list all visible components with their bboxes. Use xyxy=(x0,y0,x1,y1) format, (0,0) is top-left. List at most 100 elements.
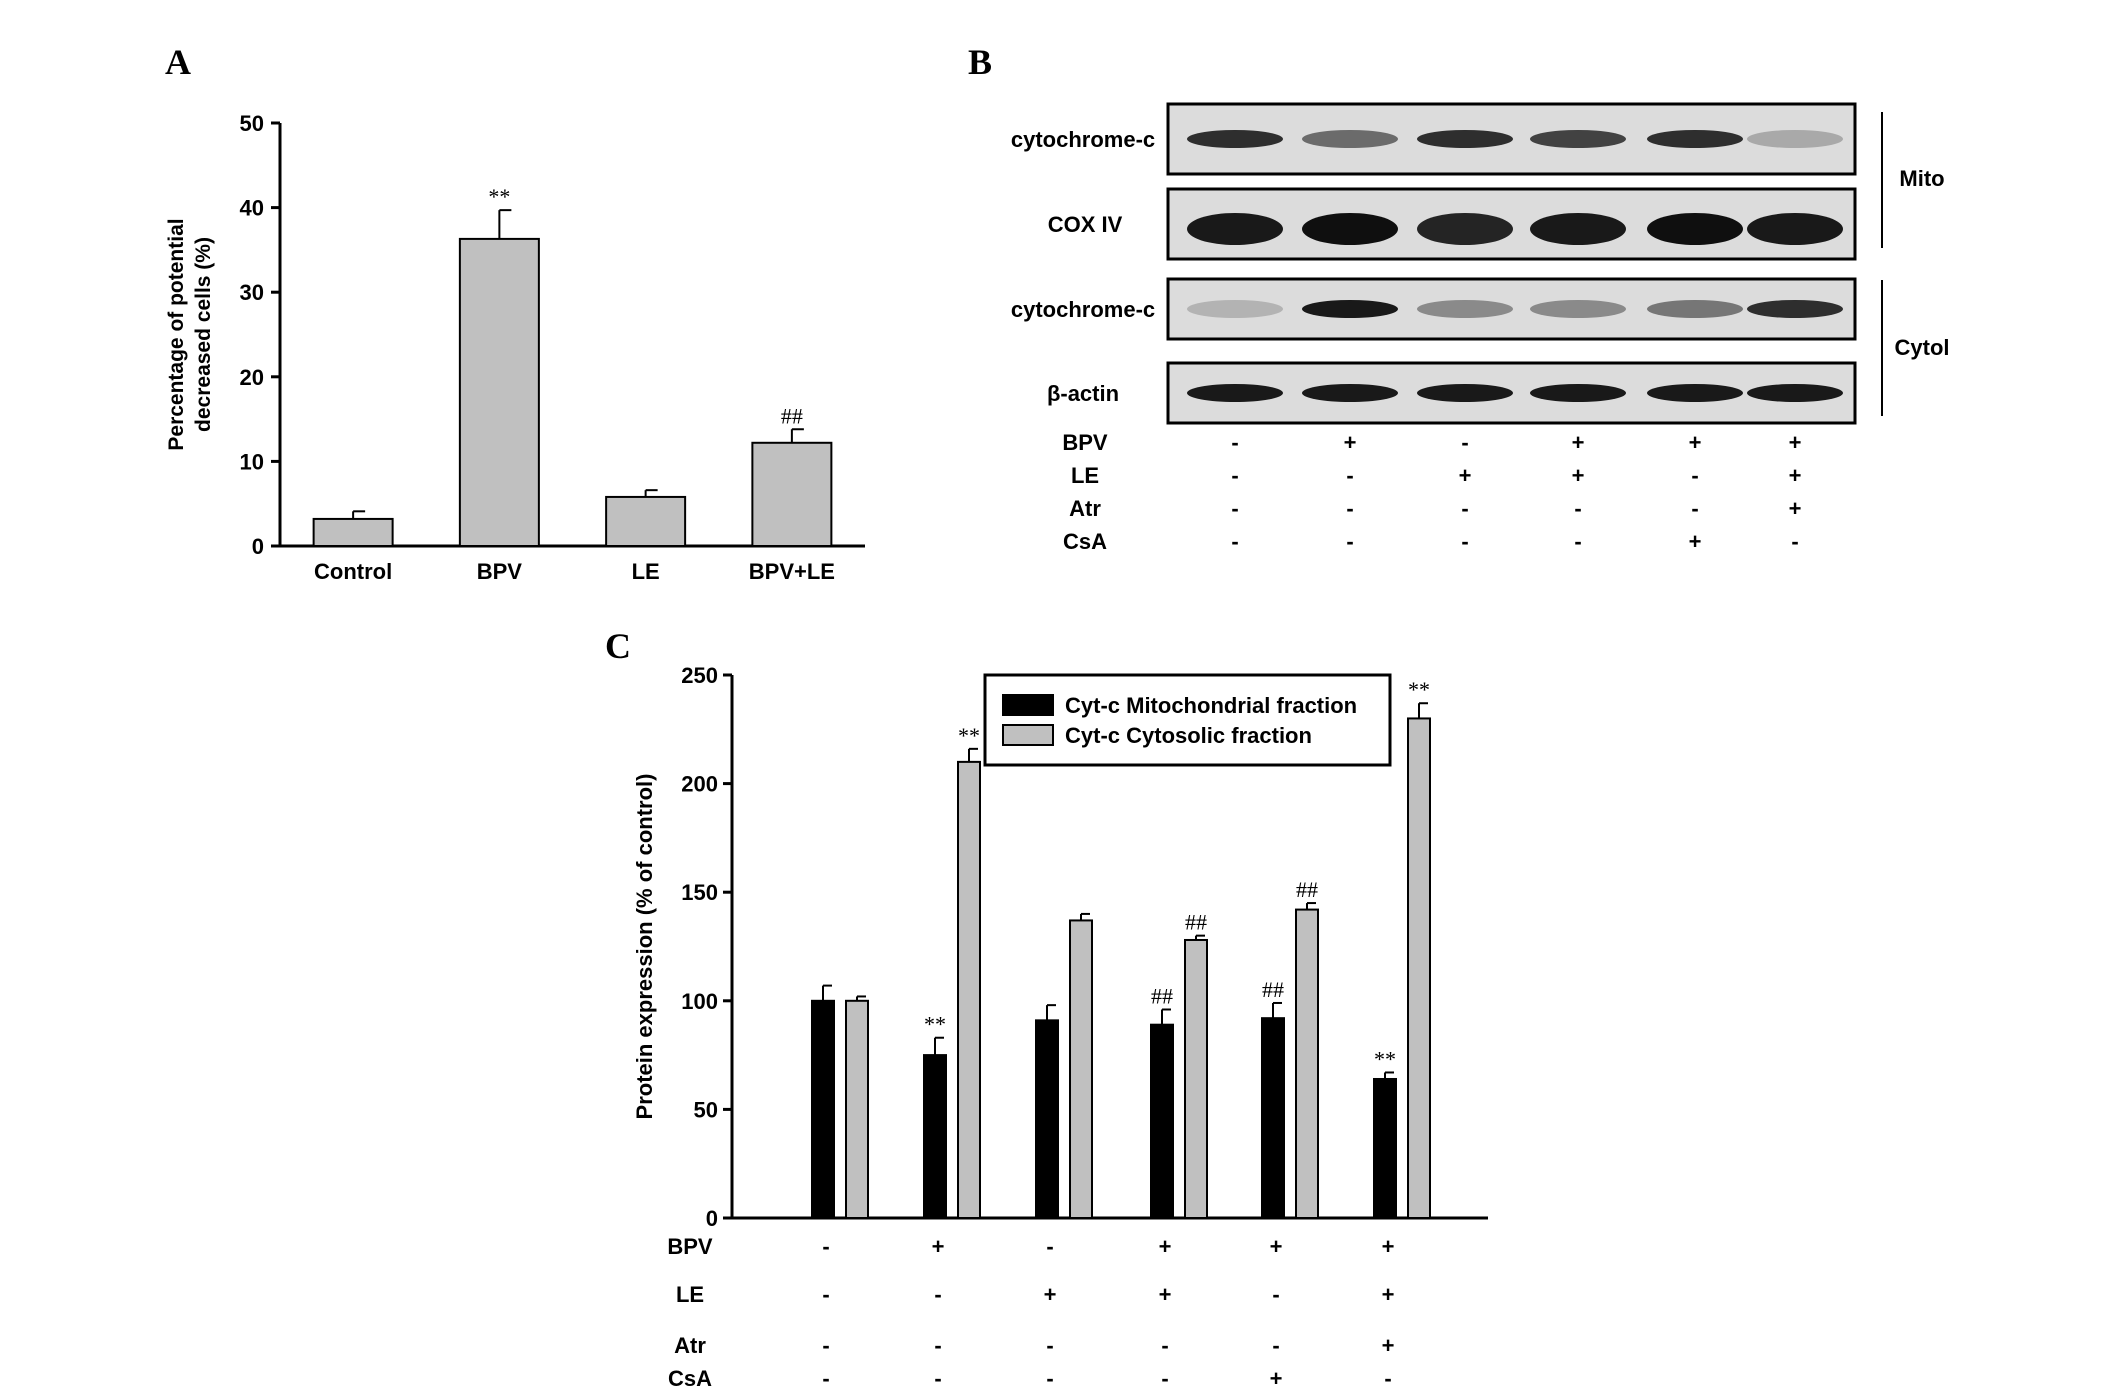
legend-box xyxy=(983,673,1392,767)
blot-band xyxy=(1417,130,1513,148)
treatment-sign-c: - xyxy=(934,1282,941,1307)
treatment-sign-c: + xyxy=(1270,1366,1283,1391)
treatment-sign-b: - xyxy=(1346,529,1353,554)
treatment-sign-b: - xyxy=(1574,529,1581,554)
treatment-sign-b: - xyxy=(1691,496,1698,521)
treatment-label-c: CsA xyxy=(668,1366,712,1391)
legend-swatch xyxy=(1002,694,1054,716)
treatment-sign-c: - xyxy=(1384,1366,1391,1391)
y-axis-label-line: decreased cells (%) xyxy=(192,237,215,432)
treatment-sign-b: + xyxy=(1572,463,1585,488)
treatment-label-b: BPV xyxy=(1062,430,1108,455)
legend-swatch xyxy=(1002,724,1054,746)
treatment-label-c: BPV xyxy=(667,1234,713,1259)
treatment-sign-c: + xyxy=(1159,1234,1172,1259)
chart-c: 0 50 100 150 200 250 Protein expression (% of … xyxy=(632,663,1488,1391)
y-tick-label-c: 50 xyxy=(694,1097,718,1122)
treatment-sign-c: - xyxy=(1272,1282,1279,1307)
significance-mark-a: ## xyxy=(781,403,803,428)
legend-label: Cyt-c Cytosolic fraction xyxy=(1065,723,1312,748)
treatment-sign-c: + xyxy=(1159,1282,1172,1307)
blot-band xyxy=(1187,213,1283,245)
blot-band xyxy=(1187,384,1283,402)
treatment-sign-b: + xyxy=(1789,496,1802,521)
treatment-sign-b: - xyxy=(1346,463,1353,488)
blot-band xyxy=(1302,130,1398,148)
blot-band xyxy=(1417,300,1513,318)
significance-mark-c: ## xyxy=(1185,910,1207,935)
treatment-sign-b: - xyxy=(1461,529,1468,554)
y-tick-label-c: 150 xyxy=(681,880,718,905)
panel-label-b: B xyxy=(968,42,992,82)
treatment-sign-b: + xyxy=(1689,529,1702,554)
blot-band xyxy=(1302,384,1398,402)
bar-cytosolic xyxy=(1069,919,1093,1219)
treatment-sign-c: - xyxy=(1046,1366,1053,1391)
y-tick-label-c: 200 xyxy=(681,772,718,797)
treatment-sign-c: - xyxy=(1272,1333,1279,1358)
western-blot-b: cytochrome-c COX IV cytochrome-c β-actin Mit… xyxy=(1011,102,1950,554)
y-tick-label-a: 30 xyxy=(240,280,264,305)
treatment-sign-c: - xyxy=(934,1333,941,1358)
bar-a xyxy=(751,441,833,547)
panel-label-c: C xyxy=(605,626,631,666)
x-tick-label-a: Control xyxy=(314,559,392,584)
significance-mark-c: ## xyxy=(1262,977,1284,1002)
blot-row-label: cytochrome-c xyxy=(1011,297,1155,322)
significance-mark-c: ** xyxy=(958,723,980,748)
treatment-sign-b: - xyxy=(1346,496,1353,521)
blot-band xyxy=(1417,213,1513,245)
y-axis-label-a: Percentage of potential decreased cells (… xyxy=(165,218,215,450)
bar-a xyxy=(605,495,687,548)
treatment-sign-c: + xyxy=(1044,1282,1057,1307)
blot-band xyxy=(1647,213,1743,245)
legend-label: Cyt-c Mitochondrial fraction xyxy=(1065,693,1357,718)
treatment-sign-c: + xyxy=(1270,1234,1283,1259)
bar-mitochondrial xyxy=(1035,1019,1059,1220)
x-tick-label-a: BPV+LE xyxy=(749,559,835,584)
blot-row-label: β-actin xyxy=(1047,381,1119,406)
bar-a xyxy=(458,237,540,547)
treatment-sign-c: - xyxy=(822,1333,829,1358)
treatment-sign-c: + xyxy=(1382,1333,1395,1358)
treatment-sign-c: + xyxy=(1382,1282,1395,1307)
blot-band xyxy=(1530,213,1626,245)
blot-row-label: cytochrome-c xyxy=(1011,127,1155,152)
bar-a xyxy=(312,517,394,547)
blot-band xyxy=(1302,300,1398,318)
treatment-sign-c: + xyxy=(1382,1234,1395,1259)
treatment-label-b: LE xyxy=(1071,463,1099,488)
bar-mitochondrial xyxy=(1373,1077,1397,1219)
x-tick-label-a: LE xyxy=(632,559,660,584)
treatment-sign-c: - xyxy=(822,1282,829,1307)
y-tick-label-c: 0 xyxy=(706,1206,718,1231)
treatment-sign-b: + xyxy=(1459,463,1472,488)
bar-cytosolic xyxy=(1295,908,1319,1219)
treatment-sign-b: - xyxy=(1231,529,1238,554)
treatment-sign-c: - xyxy=(934,1366,941,1391)
significance-mark-c: ** xyxy=(924,1012,946,1037)
treatment-sign-c: - xyxy=(1161,1366,1168,1391)
blot-band xyxy=(1647,384,1743,402)
y-axis-label-c: Protein expression (% of control) xyxy=(632,774,657,1120)
blot-band xyxy=(1747,300,1843,318)
panel-label-a: A xyxy=(165,42,191,82)
y-tick-label-a: 50 xyxy=(240,111,264,136)
blot-band xyxy=(1747,130,1843,148)
treatment-sign-b: - xyxy=(1691,463,1698,488)
treatment-sign-b: - xyxy=(1574,496,1581,521)
y-tick-label-a: 40 xyxy=(240,196,264,221)
y-axis-label-line: Percentage of potential xyxy=(165,218,188,450)
blot-band xyxy=(1647,130,1743,148)
bar-mitochondrial xyxy=(811,999,835,1219)
treatment-label-c: Atr xyxy=(674,1333,706,1358)
treatment-sign-b: - xyxy=(1791,529,1798,554)
bar-cytosolic xyxy=(957,760,981,1219)
blot-band xyxy=(1302,213,1398,245)
blot-band xyxy=(1417,384,1513,402)
blot-row-label: COX IV xyxy=(1048,212,1123,237)
treatment-sign-c: - xyxy=(1046,1333,1053,1358)
treatment-label-c: LE xyxy=(676,1282,704,1307)
treatment-sign-b: + xyxy=(1572,430,1585,455)
bar-mitochondrial xyxy=(1150,1023,1174,1220)
